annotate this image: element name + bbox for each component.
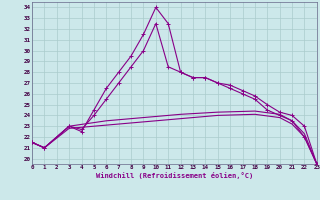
X-axis label: Windchill (Refroidissement éolien,°C): Windchill (Refroidissement éolien,°C)	[96, 172, 253, 179]
